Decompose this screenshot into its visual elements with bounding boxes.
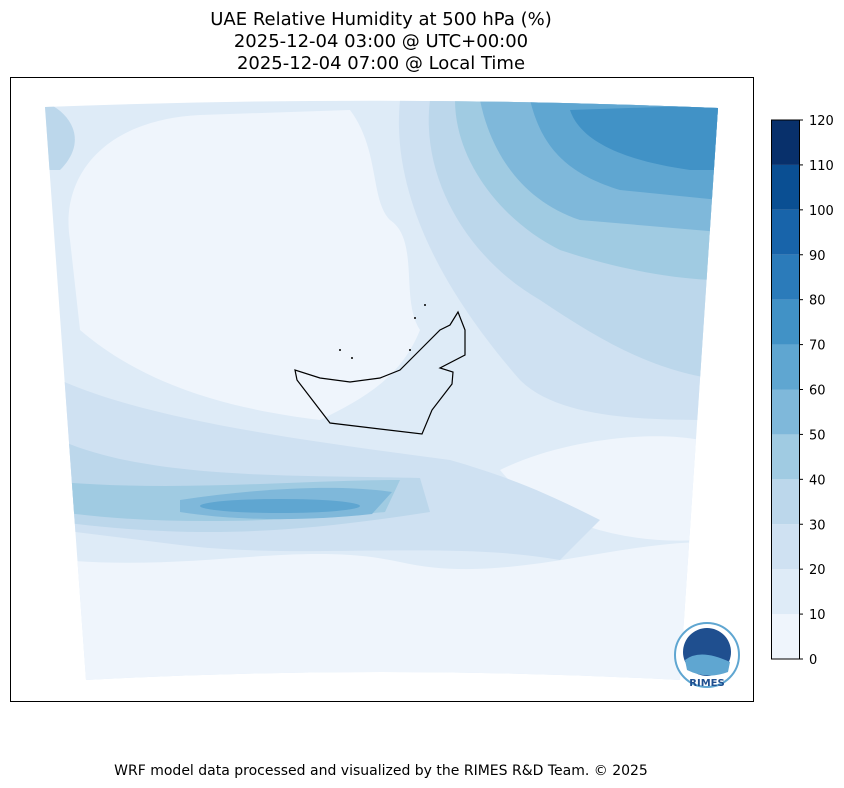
colorbar-swatch xyxy=(771,614,799,659)
logo-text: RIMES xyxy=(689,678,724,689)
colorbar-swatch xyxy=(771,299,799,345)
colorbar-swatch xyxy=(771,209,799,255)
colorbar-tick-label: 90 xyxy=(809,249,826,264)
colorbar-swatch xyxy=(771,479,799,525)
contour xyxy=(45,100,75,170)
islands xyxy=(339,304,426,359)
colorbar-tick-label: 120 xyxy=(809,114,834,129)
colorbar-swatch xyxy=(771,434,799,480)
colorbar-tick-label: 0 xyxy=(809,653,817,668)
contour xyxy=(570,105,718,170)
colorbar-swatch xyxy=(771,524,799,570)
colorbar-swatch xyxy=(771,569,799,615)
contour xyxy=(60,542,700,681)
contour xyxy=(200,499,360,513)
map-frame xyxy=(10,77,754,702)
colorbar-tick-label: 10 xyxy=(809,608,826,623)
colorbar: 0 10 20 30 40 50 60 70 80 90 100 110 120 xyxy=(771,114,834,668)
colorbar-swatch xyxy=(771,120,799,165)
humidity-field xyxy=(45,100,718,681)
colorbar-tick-label: 20 xyxy=(809,563,826,578)
contour xyxy=(68,110,420,420)
title-line: 2025-12-04 07:00 @ Local Time xyxy=(237,53,525,74)
colorbar-swatch xyxy=(771,389,799,435)
colorbar-swatch xyxy=(771,344,799,390)
country-outline xyxy=(294,310,466,435)
colorbar-tick-label: 70 xyxy=(809,339,826,354)
colorbar-swatch xyxy=(771,164,799,210)
colorbar-tick-label: 30 xyxy=(809,518,826,533)
footer: WRF model data processed and visualized … xyxy=(114,763,648,779)
colorbar-tick-label: 80 xyxy=(809,294,826,309)
colorbar-swatch xyxy=(771,254,799,300)
colorbar-tick-label: 110 xyxy=(809,159,834,174)
title-line: UAE Relative Humidity at 500 hPa (%) xyxy=(210,9,551,30)
colorbar-tick-label: 50 xyxy=(809,428,826,443)
colorbar-tick-label: 40 xyxy=(809,473,826,488)
colorbar-tick-label: 100 xyxy=(809,204,834,219)
contour xyxy=(500,436,700,541)
colorbar-tick-label: 60 xyxy=(809,384,826,399)
title-line: 2025-12-04 03:00 @ UTC+00:00 xyxy=(234,31,528,52)
logo: RIMES xyxy=(674,622,740,689)
